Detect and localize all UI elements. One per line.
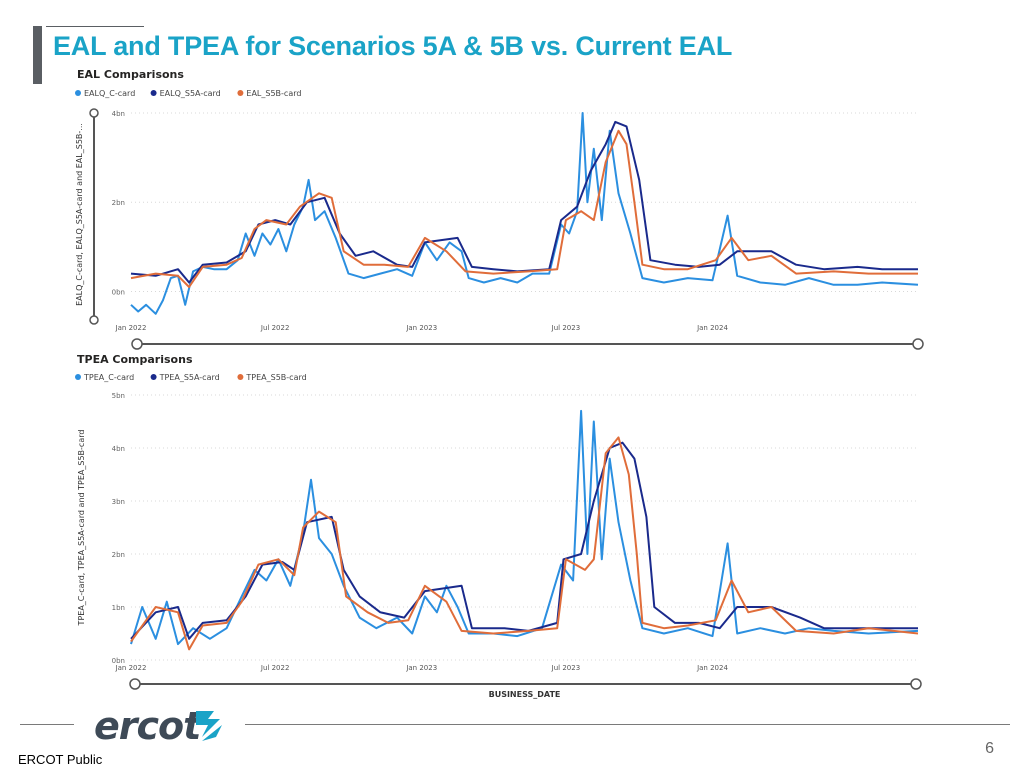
title-rule	[46, 26, 144, 27]
series-line-tpea-s5b-card	[130, 436, 919, 651]
y-tick-label: 5bn	[112, 392, 125, 400]
y-tick-label: 2bn	[112, 199, 125, 207]
legend-entry: TPEA_S5A-card	[159, 373, 220, 382]
legend-marker	[150, 374, 157, 380]
x-tick-label: Jul 2022	[260, 324, 290, 332]
x-scroll-handle-right	[910, 678, 922, 690]
x-scroll-handle-right	[912, 338, 924, 350]
series-line-tpea-c-card	[130, 409, 919, 646]
title-accent-bar	[33, 26, 42, 84]
x-axis-label: BUSINESS_DATE	[489, 690, 561, 699]
x-tick-label: Jan 2023	[405, 324, 437, 332]
y-tick-label: 0bn	[112, 288, 125, 296]
chart-title: EAL Comparisons	[77, 68, 184, 81]
classification-label: ERCOT Public	[18, 752, 103, 767]
page-title: EAL and TPEA for Scenarios 5A & 5B vs. C…	[53, 31, 733, 61]
footer-rule-left	[20, 724, 74, 725]
x-tick-label: Jan 2022	[115, 664, 147, 672]
legend-entry: TPEA_C-card	[83, 373, 134, 382]
series-line-ealq-c-card	[130, 112, 919, 315]
footer-rule-right	[245, 724, 1010, 725]
y-tick-label: 0bn	[112, 657, 125, 665]
x-tick-label: Jan 2022	[115, 324, 147, 332]
legend-marker	[150, 90, 157, 96]
y-tick-label: 2bn	[112, 551, 125, 559]
x-tick-label: Jan 2024	[696, 664, 728, 672]
y-tick-label: 4bn	[112, 110, 125, 118]
y-axis-label: TPEA_C-card, TPEA_S5A-card and TPEA_S5B-…	[77, 430, 86, 627]
series-line-tpea-s5a-card	[130, 441, 918, 640]
y-axis-label: EALQ_C-card, EALQ_S5A-card and EAL_S5B-.…	[75, 123, 84, 306]
y-scroll-handle-top	[89, 108, 99, 118]
x-tick-label: Jul 2022	[260, 664, 290, 672]
ercot-logo: ercot	[94, 704, 201, 748]
y-tick-label: 1bn	[112, 604, 125, 612]
series-line-eal-s5b-card	[130, 129, 918, 288]
x-scroll-handle-left	[129, 678, 141, 690]
page-number: 6	[985, 740, 994, 757]
legend-marker	[75, 90, 81, 96]
ercot-logo-mark	[196, 711, 222, 741]
legend-marker	[237, 90, 244, 96]
legend-entry: EALQ_S5A-card	[160, 89, 221, 98]
series-line-ealq-s5a-card	[130, 120, 918, 284]
x-tick-label: Jan 2024	[696, 324, 728, 332]
legend-marker	[237, 374, 244, 380]
legend-entry: TPEA_S5B-card	[245, 373, 306, 382]
x-tick-label: Jan 2023	[405, 664, 437, 672]
y-tick-label: 3bn	[112, 498, 125, 506]
y-tick-label: 4bn	[112, 445, 125, 453]
y-scroll-handle-bottom	[89, 315, 99, 325]
legend-entry: EAL_S5B-card	[246, 89, 301, 98]
chart-title: TPEA Comparisons	[77, 353, 193, 366]
x-scroll-handle-left	[131, 338, 143, 350]
charts-canvas: EAL Comparisons EALQ_C-card EALQ_S5A-card E…	[75, 68, 924, 699]
legend-marker	[75, 374, 81, 380]
x-tick-label: Jul 2023	[551, 664, 581, 672]
legend-entry: EALQ_C-card	[84, 89, 135, 98]
x-tick-label: Jul 2023	[551, 324, 581, 332]
